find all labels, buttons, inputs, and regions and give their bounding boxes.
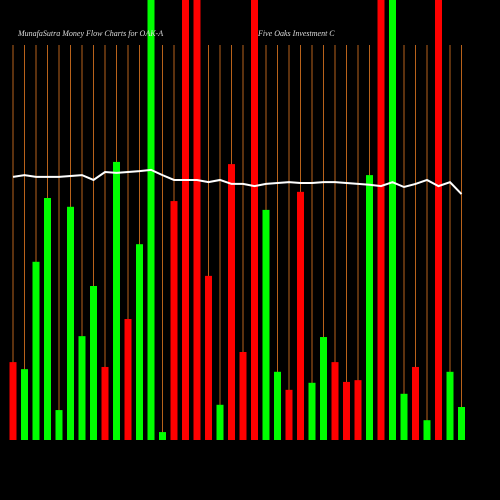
bar bbox=[435, 0, 442, 440]
bar bbox=[377, 0, 385, 440]
bar bbox=[44, 198, 51, 440]
bar bbox=[458, 407, 465, 440]
bar bbox=[21, 369, 28, 440]
bar bbox=[216, 404, 224, 440]
bar bbox=[412, 366, 419, 440]
chart-title: MunafaSutra Money Flow Charts for OAK-A bbox=[17, 29, 163, 38]
bar bbox=[285, 389, 293, 440]
bar bbox=[400, 393, 408, 440]
bar bbox=[159, 432, 166, 440]
bar bbox=[366, 175, 373, 440]
bar bbox=[193, 0, 201, 440]
bar bbox=[308, 382, 316, 440]
bar bbox=[331, 362, 339, 440]
bar bbox=[67, 206, 74, 440]
lines bbox=[12, 168, 463, 195]
bar bbox=[78, 336, 86, 440]
bar bbox=[446, 371, 454, 440]
bar bbox=[101, 366, 109, 440]
bar bbox=[90, 286, 97, 440]
bar bbox=[32, 261, 40, 440]
bar bbox=[55, 410, 63, 440]
bar bbox=[274, 371, 281, 440]
bar bbox=[297, 191, 304, 440]
bar bbox=[389, 0, 396, 440]
bar bbox=[423, 420, 431, 440]
bar bbox=[205, 275, 212, 440]
bar bbox=[182, 0, 189, 440]
bar bbox=[170, 201, 178, 440]
bar bbox=[343, 381, 350, 440]
bar bbox=[239, 352, 247, 440]
bar bbox=[354, 380, 362, 440]
bar bbox=[147, 0, 155, 440]
bar bbox=[251, 0, 258, 440]
bar bbox=[228, 164, 235, 440]
bar bbox=[262, 209, 270, 440]
bar bbox=[124, 319, 132, 440]
chart-subtitle: Five Oaks Investment C bbox=[257, 29, 335, 38]
bar bbox=[136, 244, 143, 440]
money-flow-line bbox=[12, 168, 463, 195]
bar bbox=[320, 337, 327, 440]
bar bbox=[9, 362, 17, 440]
bar bbox=[113, 161, 120, 441]
bars bbox=[9, 0, 465, 441]
